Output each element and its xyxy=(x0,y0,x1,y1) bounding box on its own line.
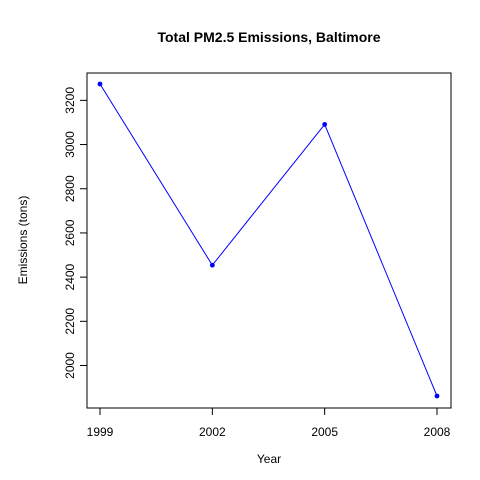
y-axis-label: Emissions (tons) xyxy=(16,196,30,285)
y-tick-label: 3200 xyxy=(63,87,77,114)
data-point xyxy=(434,393,440,399)
x-tick-label: 2008 xyxy=(424,425,451,439)
y-tick-label: 3000 xyxy=(63,131,77,158)
series-line xyxy=(99,83,438,397)
x-tick-label: 2005 xyxy=(311,425,338,439)
x-tick-label: 1999 xyxy=(87,425,114,439)
data-point xyxy=(322,122,328,127)
y-tick-label: 2800 xyxy=(63,175,77,202)
x-axis-label: Year xyxy=(257,452,281,466)
x-tick-label: 2002 xyxy=(199,425,226,439)
y-tick-label: 2600 xyxy=(63,219,77,246)
data-point xyxy=(97,81,103,87)
y-tick-label: 2200 xyxy=(63,308,77,335)
data-point xyxy=(209,262,215,268)
y-tick-label: 2400 xyxy=(63,263,77,290)
series-group xyxy=(97,81,440,399)
chart-title: Total PM2.5 Emissions, Baltimore xyxy=(157,29,380,45)
y-tick-label: 2000 xyxy=(63,352,77,379)
y-axis: 2000 2200 2400 2600 2800 3000 3200 xyxy=(63,87,88,379)
x-axis: 1999 2002 2005 2008 xyxy=(87,407,451,439)
